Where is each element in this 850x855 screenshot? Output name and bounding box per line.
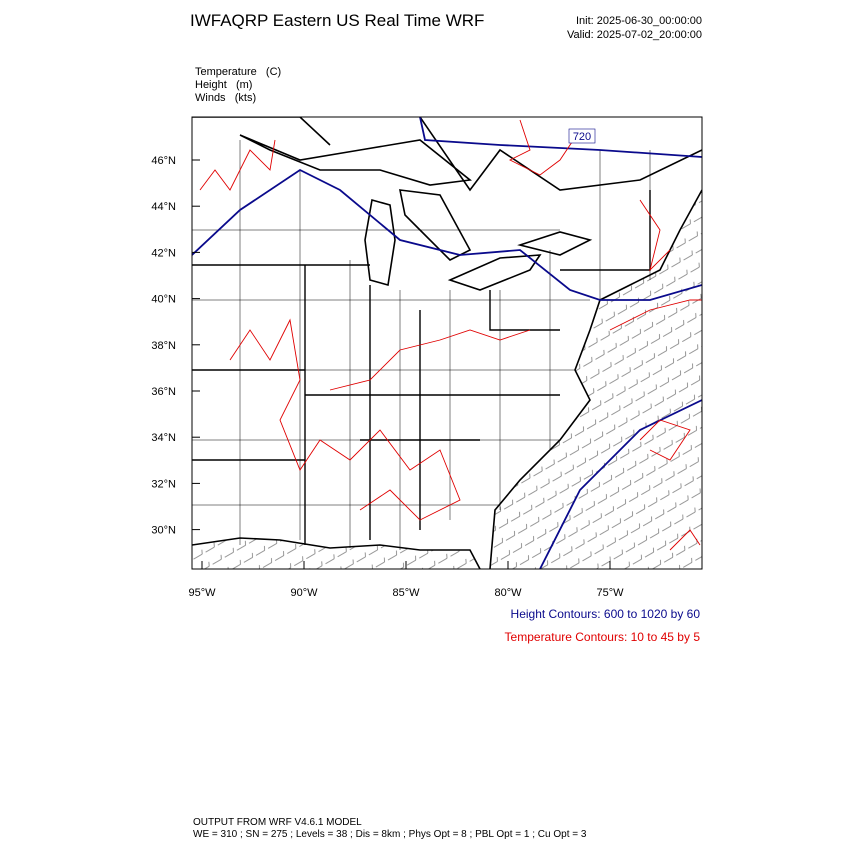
footer-line: WE = 310 ; SN = 275 ; Levels = 38 ; Dis … — [193, 829, 587, 840]
state-borders — [192, 190, 651, 545]
lon-label: 95°W — [188, 587, 216, 599]
height-legend: Height Contours: 600 to 1020 by 60 — [511, 607, 701, 621]
lat-label: 40°N — [151, 294, 176, 306]
lat-label: 36°N — [151, 386, 176, 398]
temperature-legend: Temperature Contours: 10 to 45 by 5 — [505, 630, 701, 644]
lat-label: 46°N — [151, 155, 176, 167]
field-label: Temperature (C) — [195, 66, 281, 78]
wind-barbs — [490, 190, 702, 569]
lat-label: 34°N — [151, 432, 176, 444]
lon-label: 85°W — [392, 587, 420, 599]
lat-label: 30°N — [151, 525, 176, 537]
lon-label: 80°W — [494, 587, 522, 599]
temperature-contours — [199, 119, 702, 551]
title: IWFAQRP Eastern US Real Time WRF — [190, 11, 484, 30]
init-time: Init: 2025-06-30_00:00:00 — [576, 15, 702, 27]
footer-line: OUTPUT FROM WRF V4.6.1 MODEL — [193, 817, 362, 828]
contour-label: 720 — [573, 131, 591, 143]
lat-label: 44°N — [151, 201, 176, 213]
valid-time: Valid: 2025-07-02_20:00:00 — [567, 29, 702, 41]
lat-label: 32°N — [151, 478, 176, 490]
wind-barbs — [192, 538, 480, 569]
map: 720 — [192, 117, 702, 569]
map-frame — [191, 116, 703, 570]
lon-label: 75°W — [596, 587, 624, 599]
lon-label: 90°W — [290, 587, 318, 599]
lat-label: 42°N — [151, 247, 176, 259]
contour-label-box — [568, 128, 596, 144]
field-label: Height (m) — [195, 79, 252, 91]
field-label: Winds (kts) — [195, 92, 256, 104]
height-contours — [192, 117, 702, 569]
field-list: Temperature (C)Height (m)Winds (kts) — [195, 66, 281, 104]
lat-label: 38°N — [151, 340, 176, 352]
